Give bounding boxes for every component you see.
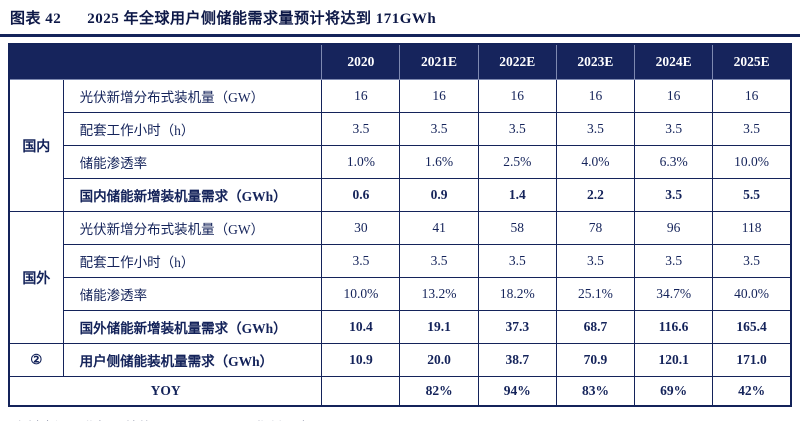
value-cell: 78 [555,211,636,245]
value-cell: 2.2 [555,178,636,212]
value-cell: 82% [399,376,479,407]
year-header: 2024E [634,43,714,80]
value-cell: 18.2% [477,277,557,311]
value-cell [321,376,401,407]
value-cell: 41 [399,211,479,245]
value-cell: 3.5 [555,244,636,278]
table-row: 储能渗透率 10.0% 13.2% 18.2% 25.1% 34.7% 40.0… [9,277,792,311]
value-cell: 3.5 [477,112,557,146]
value-cell: 20.0 [399,343,479,377]
value-cell: 3.5 [712,244,792,278]
summary-marker: ② [8,343,64,377]
year-header: 2023E [555,43,636,80]
row-label: 用户侧储能装机量需求（GWh） [62,343,323,377]
row-label: 配套工作小时（h） [62,244,323,278]
figure-title-text: 2025 年全球用户侧储能需求量预计将达到 171GWh [87,11,437,27]
year-header: 2021E [399,43,479,80]
value-cell: 69% [634,376,714,407]
table-row-summary: ② 用户侧储能装机量需求（GWh） 10.9 20.0 38.7 70.9 12… [8,343,792,377]
year-header: 2025E [712,43,792,80]
value-cell: 4.0% [555,145,636,179]
value-cell: 16 [555,79,636,113]
year-header: 2020 [321,43,401,80]
value-cell: 3.5 [712,112,792,146]
table-row: 国外 光伏新增分布式装机量（GW） 30 41 58 78 96 118 [8,211,792,344]
header-row: 2020 2021E 2022E 2023E 2024E 2025E [8,43,792,80]
group-label-domestic: 国内 [8,79,64,212]
value-cell: 25.1% [555,277,636,311]
value-cell: 16 [321,79,401,113]
row-label: 配套工作小时（h） [62,112,323,146]
value-cell: 0.9 [399,178,479,212]
value-cell: 171.0 [712,343,792,377]
value-cell: 1.0% [321,145,401,179]
value-cell: 3.5 [634,112,714,146]
value-cell: 40.0% [712,277,792,311]
table-row-total-domestic: 国内储能新增装机量需求（GWh） 0.6 0.9 1.4 2.2 3.5 5.5 [9,178,792,212]
value-cell: 16 [399,79,479,113]
value-cell: 118 [712,211,792,245]
value-cell: 16 [634,79,714,113]
value-cell: 165.4 [712,310,792,344]
value-cell: 10.0% [321,277,401,311]
row-label: 国内储能新增装机量需求（GWh） [62,178,323,212]
yoy-label: YOY [8,376,323,407]
figure-title: 图表 42 2025 年全球用户侧储能需求量预计将达到 171GWh [0,0,800,37]
group-label-overseas: 国外 [8,211,64,344]
value-cell: 3.5 [555,112,636,146]
source-note: 资料来源：北极星储能网，IEA PVPS，华创证券 [10,416,800,421]
row-label: 储能渗透率 [62,145,323,179]
value-cell: 16 [477,79,557,113]
value-cell: 70.9 [555,343,636,377]
value-cell: 0.6 [321,178,401,212]
table-row: 国内 光伏新增分布式装机量（GW） 16 16 16 16 16 16 [8,79,792,212]
row-label: 国外储能新增装机量需求（GWh） [62,310,323,344]
value-cell: 38.7 [477,343,557,377]
value-cell: 58 [477,211,557,245]
value-cell: 120.1 [634,343,714,377]
value-cell: 3.5 [477,244,557,278]
value-cell: 16 [712,79,792,113]
value-cell: 94% [477,376,557,407]
value-cell: 34.7% [634,277,714,311]
storage-demand-table: 2020 2021E 2022E 2023E 2024E 2025E 国内 光伏… [8,43,792,407]
value-cell: 13.2% [399,277,479,311]
year-header: 2022E [477,43,557,80]
row-label: 光伏新增分布式装机量（GW） [62,211,323,245]
value-cell: 10.0% [712,145,792,179]
table-row-total-overseas: 国外储能新增装机量需求（GWh） 10.4 19.1 37.3 68.7 116… [9,310,792,344]
table-row: 配套工作小时（h） 3.5 3.5 3.5 3.5 3.5 3.5 [9,244,792,278]
table-row: 配套工作小时（h） 3.5 3.5 3.5 3.5 3.5 3.5 [9,112,792,146]
row-label: 储能渗透率 [62,277,323,311]
value-cell: 42% [712,376,792,407]
value-cell: 19.1 [399,310,479,344]
value-cell: 10.9 [321,343,401,377]
header-corner-cell [8,43,323,80]
value-cell: 96 [634,211,714,245]
value-cell: 3.5 [399,244,479,278]
value-cell: 37.3 [477,310,557,344]
value-cell: 5.5 [712,178,792,212]
value-cell: 1.6% [399,145,479,179]
value-cell: 30 [321,211,401,245]
figure-number: 图表 42 [10,11,62,27]
row-label: 光伏新增分布式装机量（GW） [62,79,323,113]
value-cell: 3.5 [399,112,479,146]
value-cell: 6.3% [634,145,714,179]
table-row-yoy: YOY 82% 94% 83% 69% 42% [8,376,792,407]
value-cell: 1.4 [477,178,557,212]
value-cell: 3.5 [321,112,401,146]
value-cell: 83% [555,376,636,407]
value-cell: 116.6 [634,310,714,344]
value-cell: 3.5 [634,178,714,212]
value-cell: 3.5 [321,244,401,278]
value-cell: 10.4 [321,310,401,344]
value-cell: 68.7 [555,310,636,344]
table-row: 储能渗透率 1.0% 1.6% 2.5% 4.0% 6.3% 10.0% [9,145,792,179]
value-cell: 3.5 [634,244,714,278]
value-cell: 2.5% [477,145,557,179]
